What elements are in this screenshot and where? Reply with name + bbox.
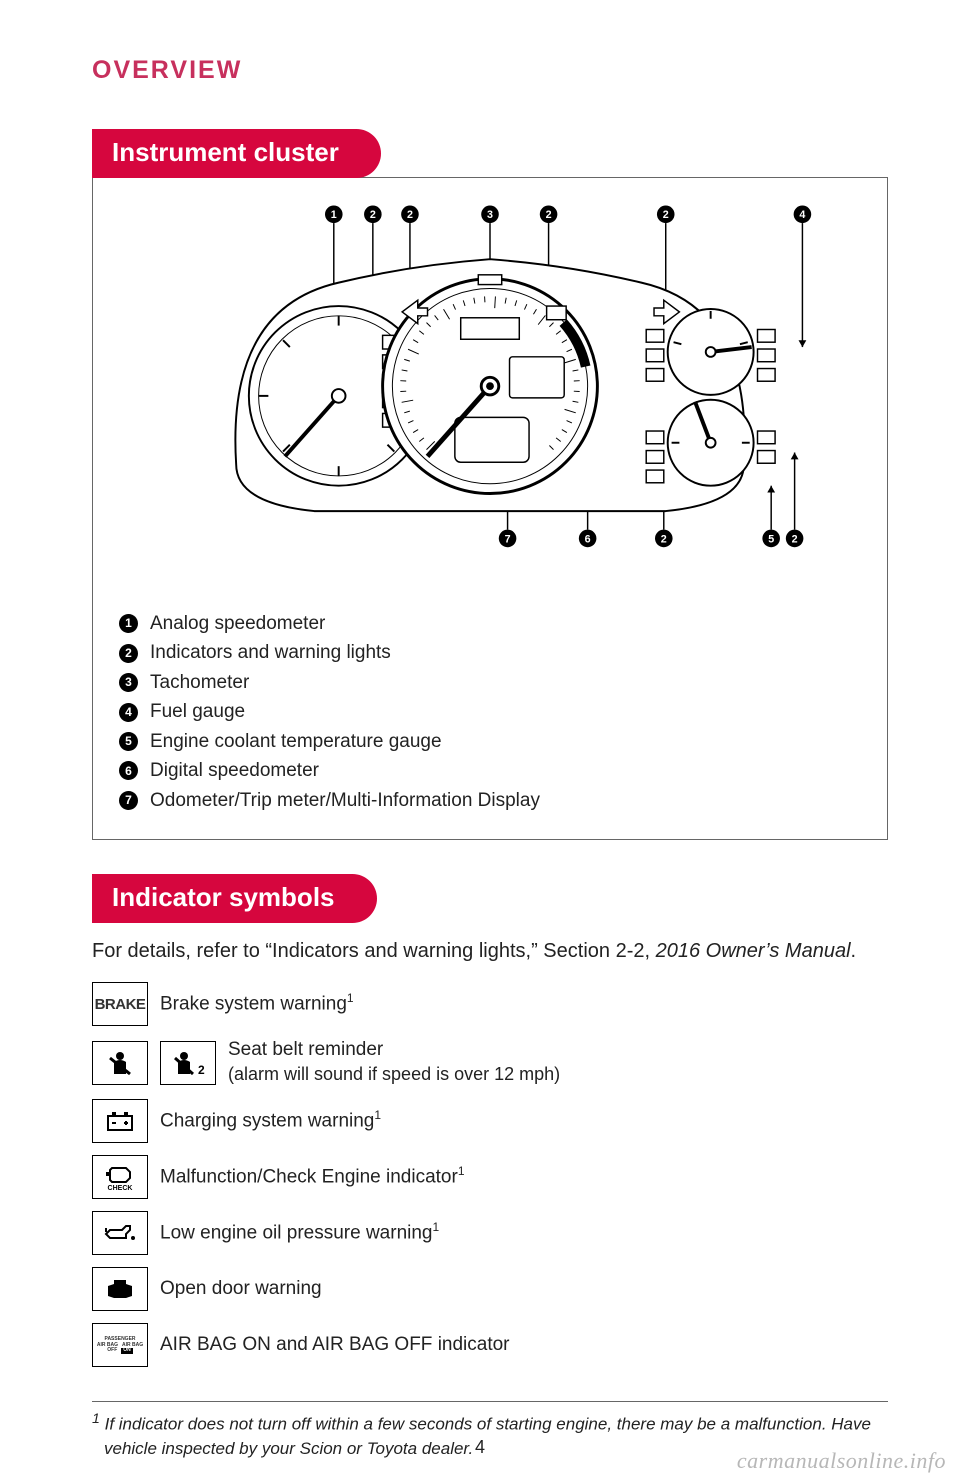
legend-item: 1 Analog speedometer <box>119 609 861 638</box>
indicator-symbol-row: CHECK Malfunction/Check Engine indicator1 <box>92 1155 888 1199</box>
legend-item: 6 Digital speedometer <box>119 756 861 785</box>
legend-number-icon: 7 <box>119 791 138 810</box>
indicator-symbol-row: Low engine oil pressure warning1 <box>92 1211 888 1255</box>
check-icon: CHECK <box>92 1155 148 1199</box>
legend-label: Digital speedometer <box>150 756 319 785</box>
svg-text:2: 2 <box>370 209 376 221</box>
svg-text:5: 5 <box>768 533 774 545</box>
oil-icon <box>92 1211 148 1255</box>
indicator-symbol-row: PASSENGERAIR BAGAIR BAGOFFON AIR BAG ON a… <box>92 1323 888 1367</box>
legend-item: 7 Odometer/Trip meter/Multi-Information D… <box>119 786 861 815</box>
legend-label: Engine coolant temperature gauge <box>150 727 442 756</box>
indicator-symbols-intro: For details, refer to “Indicators and wa… <box>92 937 888 966</box>
door-icon <box>92 1267 148 1311</box>
legend-label: Odometer/Trip meter/Multi-Information Di… <box>150 786 540 815</box>
airbag-indicator-icon: PASSENGERAIR BAGAIR BAGOFFON <box>92 1323 148 1367</box>
watermark: carmanualsonline.info <box>737 1448 946 1474</box>
indicator-symbol-label: AIR BAG ON and AIR BAG OFF indicator <box>160 1333 510 1358</box>
svg-text:2: 2 <box>792 533 798 545</box>
legend-item: 3 Tachometer <box>119 668 861 697</box>
instrument-cluster-box: 1 2 2 3 2 2 4 7 6 2 5 2 <box>92 177 888 840</box>
indicator-symbol-label: Charging system warning1 <box>160 1108 381 1134</box>
indicator-symbol-label: Brake system warning1 <box>160 991 354 1017</box>
indicator-symbol-row: Open door warning <box>92 1267 888 1311</box>
indicator-symbol-row: Charging system warning1 <box>92 1099 888 1143</box>
legend-item: 4 Fuel gauge <box>119 697 861 726</box>
legend-number-icon: 6 <box>119 761 138 780</box>
indicator-symbol-label: Malfunction/Check Engine indicator1 <box>160 1164 465 1190</box>
svg-text:2: 2 <box>407 209 413 221</box>
page-header: OVERVIEW <box>92 56 888 85</box>
intro-text-ital: 2016 Owner’s Manual <box>656 940 851 962</box>
cluster-legend: 1 Analog speedometer 2 Indicators and warni… <box>119 609 861 815</box>
legend-number-icon: 3 <box>119 673 138 692</box>
svg-text:4: 4 <box>799 209 805 221</box>
section-title-instrument-cluster: Instrument cluster <box>92 129 381 178</box>
seatbelt-icon <box>92 1041 148 1085</box>
instrument-cluster-diagram: 1 2 2 3 2 2 4 7 6 2 5 2 <box>119 196 861 586</box>
indicator-symbol-list: BRAKE Brake system warning1 2 Seat belt rem… <box>92 982 888 1367</box>
svg-text:3: 3 <box>487 209 493 221</box>
legend-number-icon: 1 <box>119 614 138 633</box>
indicator-symbol-label: Open door warning <box>160 1277 322 1302</box>
legend-item: 2 Indicators and warning lights <box>119 638 861 667</box>
legend-number-icon: 5 <box>119 732 138 751</box>
svg-text:2: 2 <box>663 209 669 221</box>
legend-item: 5 Engine coolant temperature gauge <box>119 727 861 756</box>
legend-label: Analog speedometer <box>150 609 325 638</box>
svg-text:CHECK: CHECK <box>108 1185 133 1192</box>
indicator-symbol-row: BRAKE Brake system warning1 <box>92 982 888 1026</box>
legend-number-icon: 4 <box>119 703 138 722</box>
indicator-symbol-label: Seat belt reminder(alarm will sound if s… <box>228 1038 560 1087</box>
legend-label: Tachometer <box>150 668 249 697</box>
indicator-symbol-row: 2 Seat belt reminder(alarm will sound if … <box>92 1038 888 1087</box>
svg-text:2: 2 <box>661 533 667 545</box>
intro-text-post: . <box>851 940 857 962</box>
seatbelt-2-icon: 2 <box>160 1041 216 1085</box>
svg-text:6: 6 <box>585 533 591 545</box>
svg-text:2: 2 <box>198 1063 205 1077</box>
svg-text:2: 2 <box>546 209 552 221</box>
page: OVERVIEW Instrument cluster 1 2 2 3 2 2 4 7 6 2 5 2 <box>0 0 960 1484</box>
legend-number-icon: 2 <box>119 644 138 663</box>
indicator-symbol-label: Low engine oil pressure warning1 <box>160 1220 439 1246</box>
intro-text-pre: For details, refer to “Indicators and wa… <box>92 940 656 962</box>
footnote-sup: 1 <box>92 1411 100 1427</box>
battery-icon <box>92 1099 148 1143</box>
section-title-indicator-symbols: Indicator symbols <box>92 874 377 923</box>
brake-icon: BRAKE <box>92 982 148 1026</box>
footnote-divider <box>92 1401 888 1402</box>
svg-text:7: 7 <box>505 533 511 545</box>
legend-label: Fuel gauge <box>150 697 245 726</box>
svg-text:1: 1 <box>331 209 337 221</box>
legend-label: Indicators and warning lights <box>150 638 391 667</box>
